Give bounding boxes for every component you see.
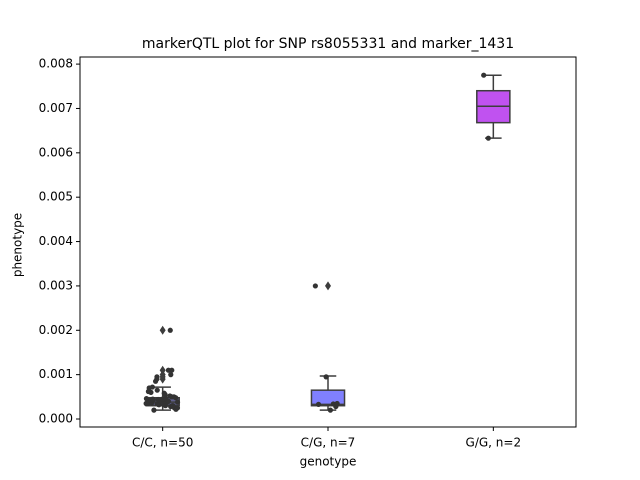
strip-point [323,374,329,380]
strip-point [334,400,340,407]
strip-point [154,401,160,407]
plot-frame [79,56,577,428]
strip-point [150,396,156,402]
y-tick-label: 0.005 [39,190,73,204]
strip-point [143,396,150,402]
outlier [159,365,166,375]
y-tick-label: 0.001 [39,367,73,381]
strip-point [149,384,156,390]
strip-point [154,387,160,393]
y-tick-label: 0.000 [39,412,73,426]
x-tick-label: C/G, n=7 [301,436,356,450]
strip-point [155,396,161,403]
strip-point [481,72,487,78]
y-axis-label: phenotype [11,213,25,277]
y-tick-label: 0.003 [39,278,73,292]
strip-point [312,283,318,289]
outlier [159,325,166,335]
y-tick-label: 0.006 [39,145,73,159]
strip-point [170,403,176,409]
strip-point [151,407,157,413]
strip-point [330,401,336,407]
strip-point [169,367,175,373]
chart-title: markerQTL plot for SNP rs8055331 and mar… [142,36,514,52]
strip-point [174,399,181,405]
strip-point [168,372,174,378]
strip-point [154,374,160,380]
y-tick-label: 0.004 [39,234,73,248]
y-tick-label: 0.008 [39,57,73,71]
x-tick-label: G/G, n=2 [466,436,522,450]
strip-point [174,405,181,411]
y-tick-label: 0.007 [39,101,73,115]
x-axis-label: genotype [300,455,357,469]
strip-point [171,394,177,400]
y-tick-label: 0.002 [39,323,73,337]
strip-point [167,393,173,399]
strip-point [485,135,491,141]
strip-point [327,407,333,413]
strip-point [161,390,167,396]
outlier [325,281,331,291]
strip-point [167,327,173,333]
strip-point [315,401,322,407]
x-tick-label: C/C, n=50 [132,436,193,450]
